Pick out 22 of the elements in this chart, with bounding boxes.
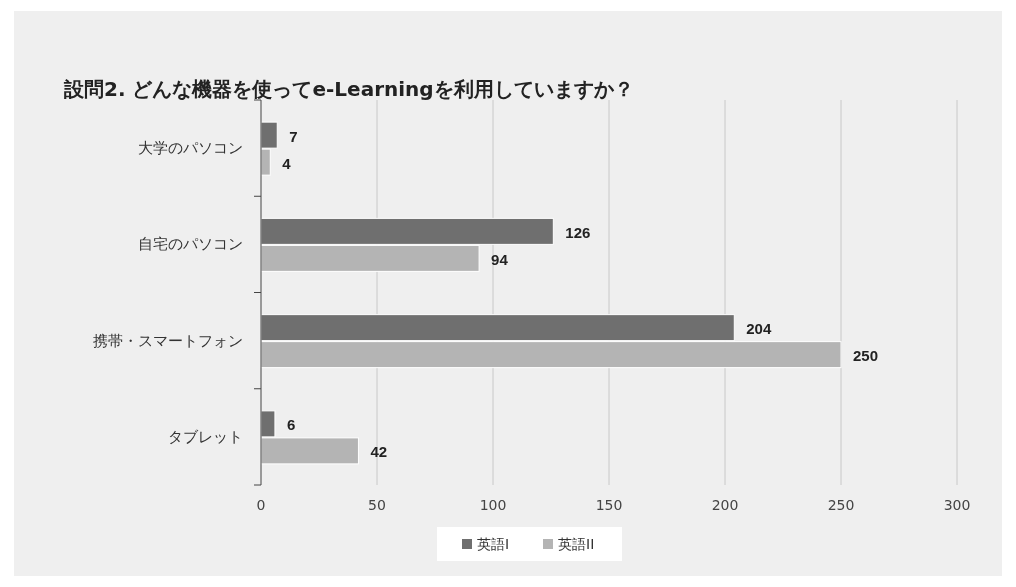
y-tick-label: 携帯・スマートフォン — [93, 331, 243, 350]
y-tick-label: 大学のパソコン — [138, 139, 243, 158]
legend-label: 英語I — [477, 536, 510, 552]
x-tick-label: 50 — [368, 497, 386, 513]
data-label: 94 — [491, 250, 509, 268]
y-tick-label: 自宅のパソコン — [138, 235, 243, 254]
x-tick-label: 250 — [827, 497, 855, 513]
data-label: 204 — [746, 320, 772, 338]
x-tick-label: 150 — [595, 497, 623, 513]
data-label: 6 — [286, 416, 296, 434]
y-tick-label: タブレット — [168, 427, 243, 446]
x-tick-label: 100 — [479, 497, 507, 513]
data-label: 250 — [853, 347, 879, 365]
data-label: 7 — [289, 127, 298, 145]
data-label: 42 — [370, 443, 388, 461]
data-label: 126 — [565, 223, 591, 241]
data-label: 4 — [282, 154, 292, 172]
x-tick-label: 0 — [256, 497, 266, 513]
legend-label: 英語II — [558, 536, 595, 552]
x-tick-label: 200 — [711, 497, 739, 513]
chart-title: 設問2. どんな機器を使ってe-Learningを利用していますか？ — [63, 77, 634, 101]
x-tick-label: 300 — [943, 497, 971, 513]
